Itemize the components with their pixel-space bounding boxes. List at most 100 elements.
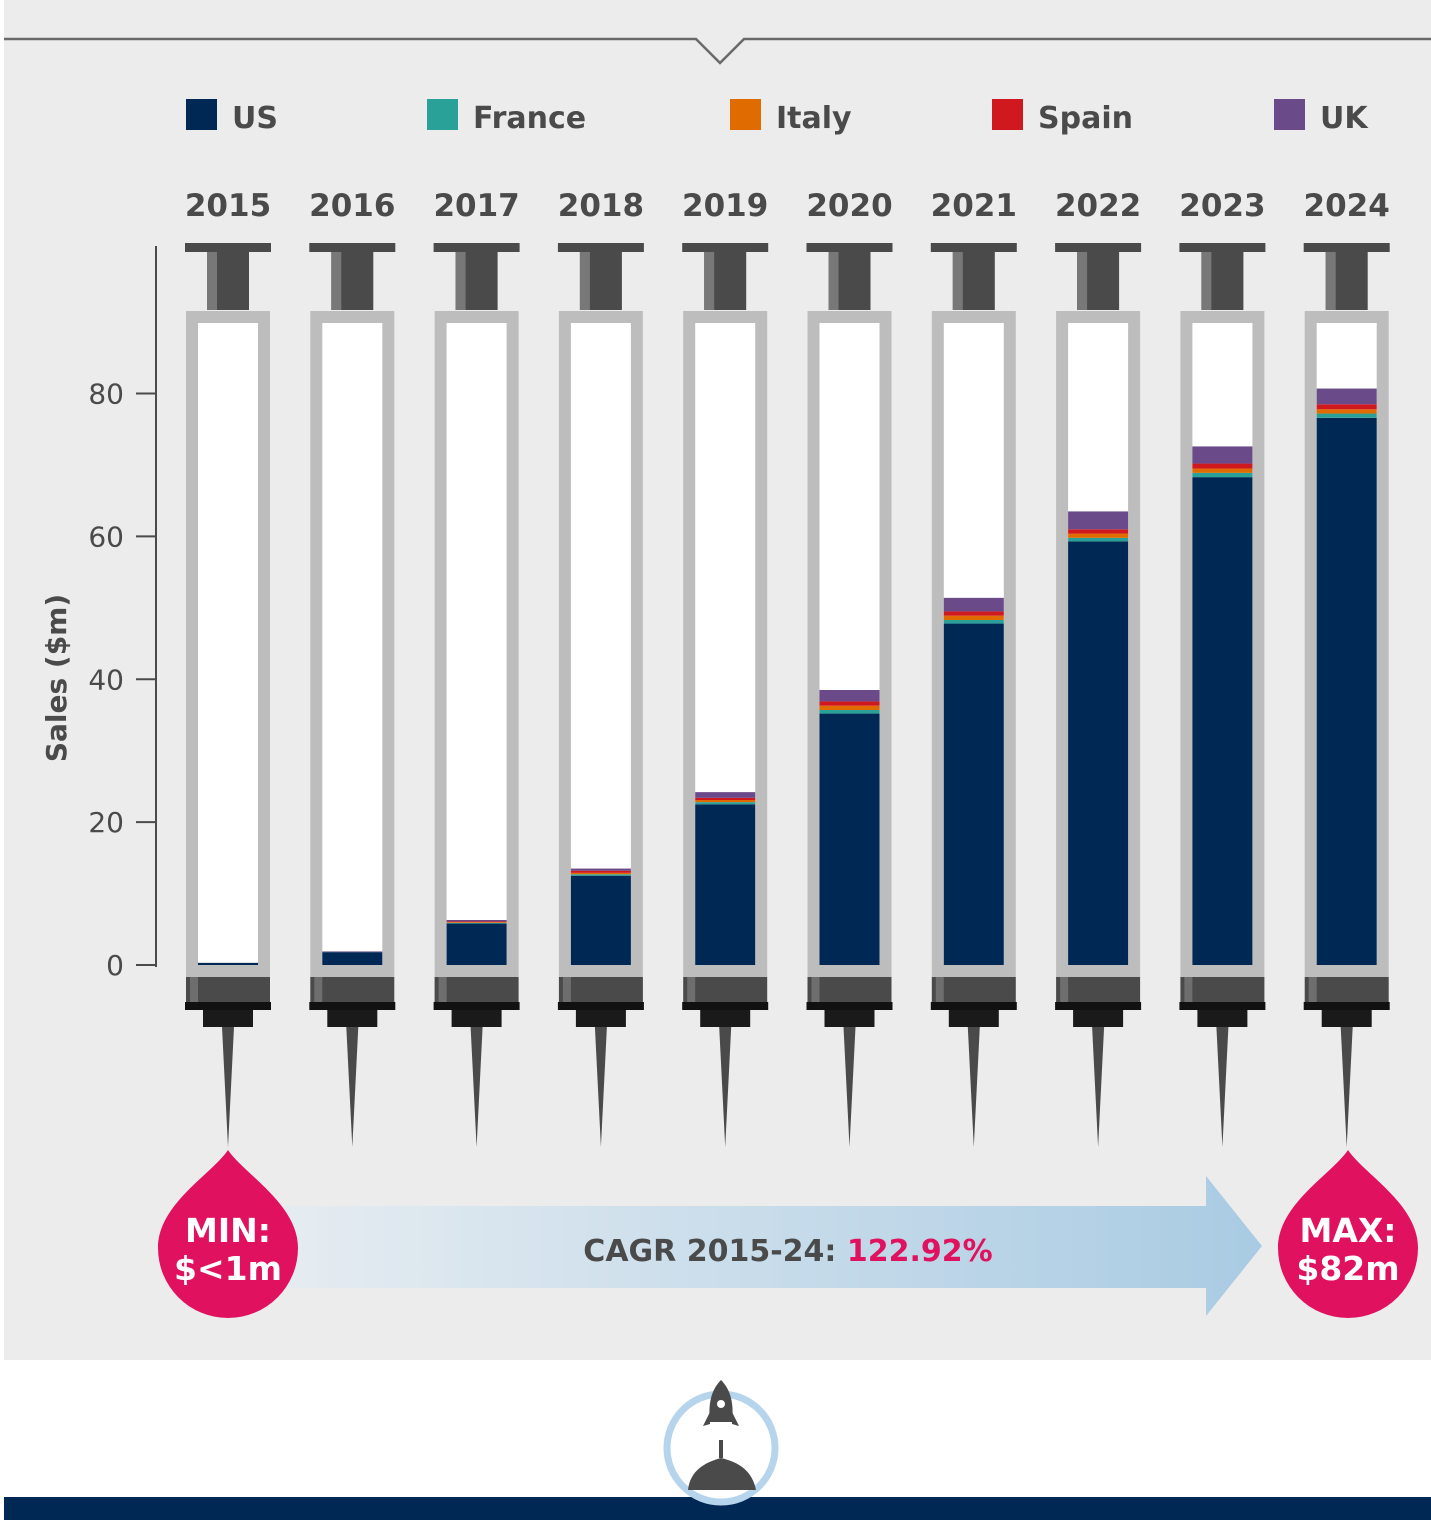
y-tick-label: 40 <box>88 663 124 696</box>
bar-france-2020 <box>819 709 880 714</box>
syringe-hub <box>1197 1010 1248 1027</box>
syringe-collar <box>682 1002 769 1010</box>
syringe-needle <box>1092 1027 1105 1147</box>
syringe-2016 <box>309 243 396 1147</box>
plunger-handle <box>806 243 893 252</box>
syringe-base <box>186 977 270 1002</box>
min-label: MIN: <box>185 1211 271 1250</box>
syringe-hub <box>1321 1010 1372 1027</box>
syringe-base-highlight <box>1060 977 1069 1002</box>
syringe-collar <box>433 1002 520 1010</box>
plunger-rod-highlight <box>704 252 715 310</box>
bar-uk-2023 <box>1192 446 1253 464</box>
syringe-2022 <box>1055 243 1142 1147</box>
syringe-base-highlight <box>1184 977 1193 1002</box>
bar-uk-2024 <box>1316 388 1377 405</box>
syringe-needle <box>843 1027 856 1147</box>
syringe-2015 <box>185 243 271 1147</box>
syringe-collar <box>309 1002 396 1010</box>
year-label-2023: 2023 <box>1179 188 1265 224</box>
syringe-base <box>683 977 768 1002</box>
plunger-rod-highlight <box>828 252 839 310</box>
y-axis-title: Sales ($m) <box>40 594 73 762</box>
max-drop-shape <box>1278 1150 1418 1318</box>
bar-italy-2018 <box>570 872 631 875</box>
bar-italy-2019 <box>695 799 756 803</box>
bar-uk-2019 <box>695 792 756 798</box>
syringe-needle <box>222 1027 234 1147</box>
plunger-handle <box>557 243 644 252</box>
syringe-hub <box>327 1010 378 1027</box>
syringe-collar <box>1055 1002 1142 1010</box>
syringe-hub <box>824 1010 875 1027</box>
y-tick-label: 60 <box>88 520 124 553</box>
bar-us-2021 <box>943 623 1004 965</box>
legend-label-spain: Spain <box>1038 101 1133 136</box>
footer-bar <box>4 1497 1431 1520</box>
syringe-collar <box>1179 1002 1266 1010</box>
y-tick-label: 80 <box>88 378 124 411</box>
bar-france-2024 <box>1316 413 1377 418</box>
bar-uk-2021 <box>943 597 1004 612</box>
plunger-handle <box>1179 243 1266 252</box>
legend-label-us: US <box>232 101 278 136</box>
cagr-value: 122.92% <box>847 1234 993 1269</box>
plunger-rod-highlight <box>1201 252 1212 310</box>
bar-france-2022 <box>1068 537 1129 542</box>
max-value: $82m <box>1296 1249 1399 1288</box>
plunger-rod-highlight <box>455 252 466 310</box>
bar-france-2017 <box>446 922 507 924</box>
syringe-hub <box>948 1010 999 1027</box>
syringe-hub <box>203 1010 253 1027</box>
max-label: MAX: <box>1299 1211 1396 1250</box>
bar-spain-2020 <box>819 701 880 706</box>
syringe-base-highlight <box>190 977 198 1002</box>
syringe-2021 <box>930 243 1017 1147</box>
rocket-icon <box>663 1380 779 1506</box>
bar-us-2015 <box>198 962 258 965</box>
bar-us-2020 <box>819 713 880 965</box>
bar-us-2017 <box>446 923 507 965</box>
bar-france-2018 <box>570 874 631 876</box>
year-label-2017: 2017 <box>433 188 519 224</box>
cagr-arrow: CAGR 2015-24: 122.92% <box>226 1176 1262 1316</box>
barrel-inner <box>570 323 631 965</box>
syringe-needle <box>1216 1027 1229 1147</box>
syringe-2017 <box>433 243 520 1147</box>
barrel-inner <box>446 323 507 965</box>
plunger-handle <box>185 243 271 252</box>
syringe-2024 <box>1303 243 1390 1147</box>
bar-us-2019 <box>695 804 756 965</box>
cagr-label: CAGR 2015-24: <box>583 1234 836 1269</box>
syringe-base <box>434 977 519 1002</box>
syringe-needle <box>967 1027 980 1147</box>
bar-italy-2020 <box>819 705 880 710</box>
barrel-inner <box>322 323 383 965</box>
y-tick-label: 0 <box>106 949 124 982</box>
legend-swatch-us <box>186 99 217 130</box>
bar-spain-2018 <box>570 870 631 873</box>
max-drop: MAX: $82m <box>1278 1150 1418 1318</box>
syringe-base <box>310 977 395 1002</box>
syringe-2023 <box>1179 243 1266 1147</box>
plunger-rod-highlight <box>579 252 590 310</box>
syringe-base-highlight <box>438 977 447 1002</box>
syringe-hub <box>575 1010 626 1027</box>
min-drop: MIN: $<1m <box>158 1150 298 1318</box>
legend-label-italy: Italy <box>776 101 852 136</box>
syringe-base-highlight <box>687 977 696 1002</box>
bar-spain-2022 <box>1068 529 1129 534</box>
plunger-rod-highlight <box>1077 252 1088 310</box>
bar-italy-2023 <box>1192 468 1253 473</box>
legend: US France Italy Spain UK <box>186 99 1369 136</box>
bar-italy-2017 <box>446 922 507 923</box>
year-label-2016: 2016 <box>309 188 395 224</box>
syringe-base <box>1180 977 1265 1002</box>
plunger-handle <box>309 243 396 252</box>
syringe-base-highlight <box>811 977 820 1002</box>
bar-us-2023 <box>1192 477 1253 965</box>
bar-uk-2016 <box>322 951 383 953</box>
legend-label-france: France <box>473 101 586 136</box>
syringe-base <box>1304 977 1389 1002</box>
plunger-rod-highlight <box>952 252 963 310</box>
